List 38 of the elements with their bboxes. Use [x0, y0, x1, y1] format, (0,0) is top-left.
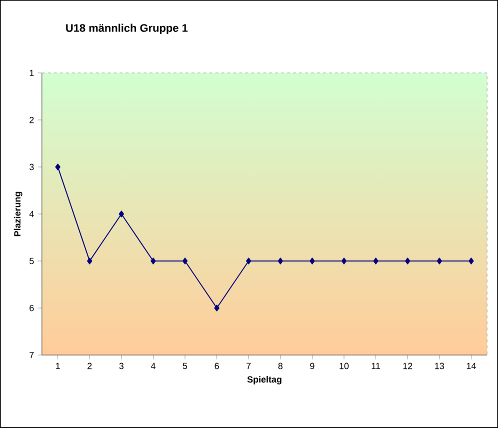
y-tick-label: 6	[30, 304, 34, 312]
y-tick-label: 1	[30, 70, 34, 76]
point	[87, 258, 92, 264]
x-axis-title: Spieltag	[247, 376, 282, 384]
chart-title: U18 männlich Gruppe 1	[66, 24, 188, 34]
point	[341, 258, 347, 264]
point	[468, 258, 474, 264]
x-tick-label: 12	[403, 362, 412, 370]
x-tick-label: 3	[119, 362, 124, 370]
x-tick-label: 9	[310, 362, 314, 370]
x-tick-label: 11	[372, 362, 380, 370]
point	[278, 258, 284, 264]
point	[246, 258, 252, 264]
y-tick-label: 7	[30, 352, 34, 358]
y-tick-label: 2	[30, 116, 34, 124]
x-tick-label: 5	[182, 362, 188, 370]
y-tick-label: 3	[30, 164, 34, 170]
x-tick-label: 4	[150, 362, 156, 370]
point	[214, 304, 220, 312]
x-tick-label: 6	[214, 362, 219, 370]
x-tick-label: 2	[88, 362, 92, 370]
y-tick-label: 5	[30, 258, 34, 264]
point	[150, 258, 156, 264]
x-tick-label: 13	[435, 362, 444, 370]
x-tick-label: 1	[56, 362, 60, 370]
x-tick-label: 8	[278, 362, 283, 370]
y-axis-title: Plazierung	[14, 192, 22, 236]
point	[118, 210, 124, 218]
x-tick-label: 14	[466, 362, 476, 370]
point	[436, 258, 442, 264]
point	[373, 258, 378, 264]
point	[182, 258, 188, 264]
point	[55, 164, 60, 170]
point	[310, 258, 315, 264]
point	[405, 258, 410, 264]
y-tick-label: 4	[29, 210, 34, 218]
x-tick-label: 7	[246, 362, 251, 370]
x-tick-label: 10	[340, 362, 349, 370]
